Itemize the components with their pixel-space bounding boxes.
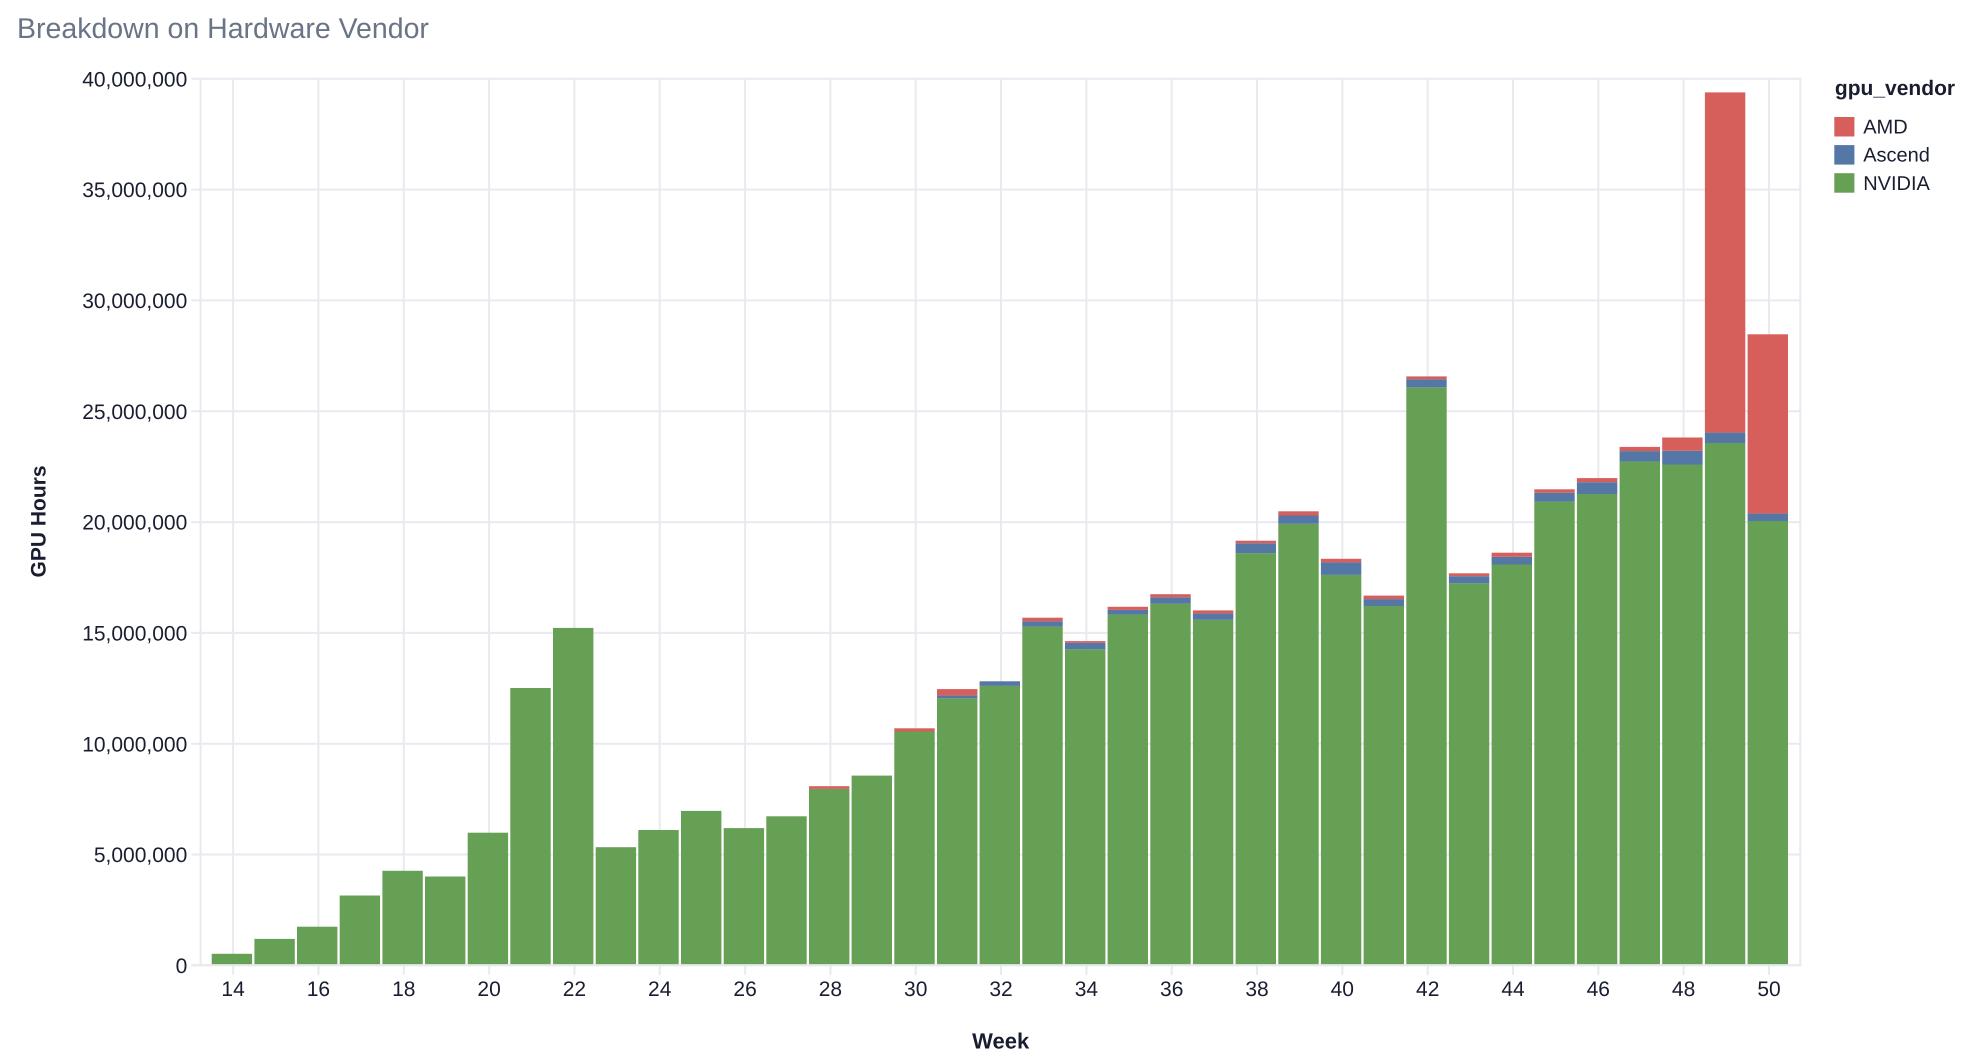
svg-text:25,000,000: 25,000,000 bbox=[82, 401, 187, 424]
svg-text:28: 28 bbox=[819, 978, 842, 1001]
svg-text:5,000,000: 5,000,000 bbox=[94, 844, 187, 867]
svg-text:42: 42 bbox=[1416, 978, 1439, 1001]
svg-text:32: 32 bbox=[989, 978, 1012, 1001]
svg-text:Ascend: Ascend bbox=[1863, 145, 1930, 167]
svg-text:36: 36 bbox=[1160, 978, 1183, 1001]
svg-text:Breakdown on Hardware Vendor: Breakdown on Hardware Vendor bbox=[17, 13, 429, 45]
svg-text:Week: Week bbox=[972, 1029, 1030, 1054]
svg-text:10,000,000: 10,000,000 bbox=[82, 733, 187, 756]
svg-text:NVIDIA: NVIDIA bbox=[1863, 173, 1930, 195]
svg-text:26: 26 bbox=[733, 978, 756, 1001]
svg-text:48: 48 bbox=[1672, 978, 1695, 1001]
svg-text:15,000,000: 15,000,000 bbox=[82, 623, 187, 646]
svg-text:0: 0 bbox=[176, 955, 188, 978]
svg-text:22: 22 bbox=[563, 978, 586, 1001]
svg-text:18: 18 bbox=[392, 978, 415, 1001]
svg-text:38: 38 bbox=[1245, 978, 1268, 1001]
svg-text:30,000,000: 30,000,000 bbox=[82, 290, 187, 313]
svg-text:34: 34 bbox=[1075, 978, 1099, 1001]
svg-text:AMD: AMD bbox=[1863, 117, 1907, 139]
svg-text:50: 50 bbox=[1757, 978, 1780, 1001]
svg-text:20,000,000: 20,000,000 bbox=[82, 512, 187, 535]
svg-text:35,000,000: 35,000,000 bbox=[82, 179, 187, 202]
svg-text:44: 44 bbox=[1501, 978, 1525, 1001]
svg-text:24: 24 bbox=[648, 978, 672, 1001]
svg-text:46: 46 bbox=[1587, 978, 1610, 1001]
svg-text:30: 30 bbox=[904, 978, 927, 1001]
svg-text:16: 16 bbox=[307, 978, 330, 1001]
svg-text:40,000,000: 40,000,000 bbox=[82, 68, 187, 91]
svg-text:40: 40 bbox=[1331, 978, 1354, 1001]
svg-text:20: 20 bbox=[477, 978, 500, 1001]
svg-text:gpu_vendor: gpu_vendor bbox=[1835, 77, 1955, 100]
svg-text:GPU Hours: GPU Hours bbox=[28, 465, 51, 577]
svg-text:14: 14 bbox=[221, 978, 245, 1001]
